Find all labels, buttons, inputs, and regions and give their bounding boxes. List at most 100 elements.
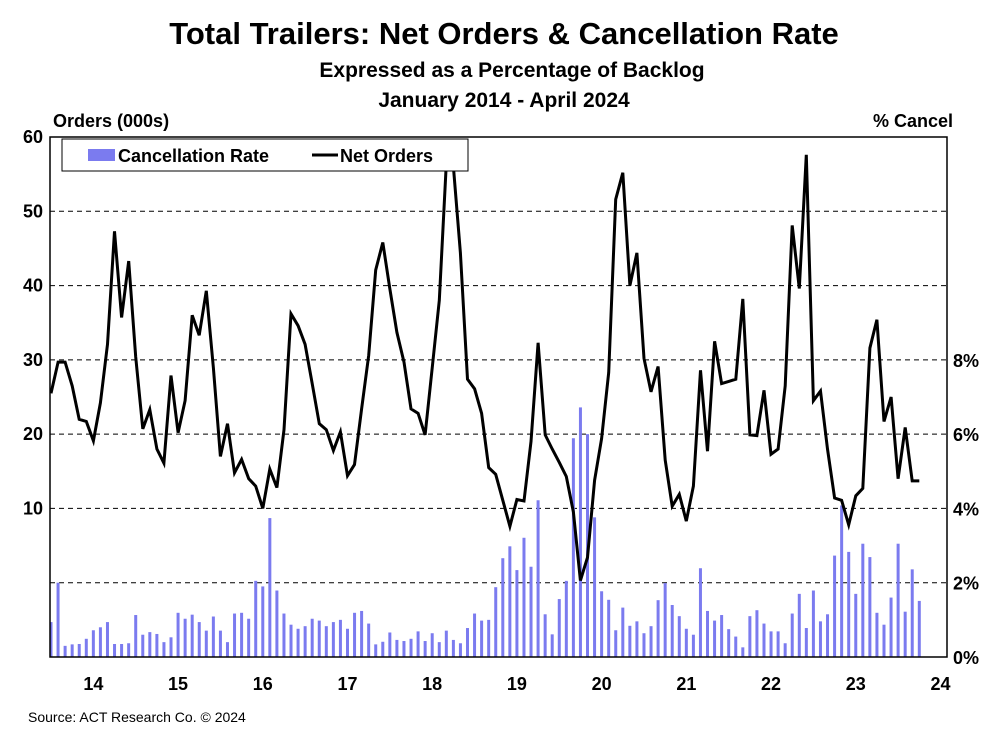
cancellation-rate-bar bbox=[847, 551, 851, 657]
cancellation-rate-bar bbox=[303, 626, 307, 657]
x-axis: 14 15 16 17 18 19 20 21 22 23 24 bbox=[83, 674, 950, 694]
cancellation-rate-bar bbox=[197, 622, 201, 657]
cancellation-rate-bar bbox=[444, 630, 448, 657]
x-tick-label: 17 bbox=[337, 674, 357, 694]
cancellation-rate-bar bbox=[324, 626, 328, 657]
chart-subtitle: Expressed as a Percentage of Backlog bbox=[319, 59, 704, 82]
cancellation-rate-bar bbox=[338, 619, 342, 657]
cancellation-rate-bar bbox=[233, 613, 237, 657]
cancellation-rate-bar bbox=[698, 568, 702, 657]
cancellation-rate-bar bbox=[211, 616, 215, 657]
cancellation-rate-bar bbox=[395, 639, 399, 657]
cancellation-rate-bar bbox=[261, 586, 265, 657]
cancellation-rate-bar bbox=[713, 620, 717, 657]
cancellation-rate-bar bbox=[155, 633, 159, 657]
x-tick-label: 19 bbox=[507, 674, 527, 694]
cancellation-rate-bar bbox=[296, 628, 300, 657]
cancellation-rate-bar bbox=[141, 634, 145, 657]
cancellation-rate-bar bbox=[360, 610, 364, 657]
right-axis: 0% 2% 4% 6% 8% bbox=[953, 351, 979, 668]
cancellation-rate-bar bbox=[437, 642, 441, 657]
cancellation-rate-bar bbox=[720, 615, 724, 657]
cancellation-rate-bar bbox=[381, 641, 385, 657]
cancellation-rate-bar bbox=[225, 642, 229, 657]
right-tick-label: 2% bbox=[953, 574, 979, 594]
cancellation-rate-bar bbox=[409, 638, 413, 657]
cancellation-rate-bar bbox=[388, 632, 392, 657]
x-tick-label: 22 bbox=[761, 674, 781, 694]
legend-label-cancellation-rate: Cancellation Rate bbox=[118, 146, 269, 166]
cancellation-rate-bar bbox=[811, 590, 815, 657]
plot-frame bbox=[49, 136, 948, 658]
cancellation-rate-bar bbox=[557, 599, 561, 657]
cancellation-rate-bar bbox=[49, 622, 53, 657]
x-tick-label: 16 bbox=[253, 674, 273, 694]
source-note: Source: ACT Research Co. © 2024 bbox=[28, 709, 246, 725]
legend-swatch-cancellation-rate bbox=[88, 149, 115, 161]
cancellation-rate-bar bbox=[677, 616, 681, 657]
cancellation-rate-bar bbox=[176, 612, 180, 657]
cancellation-rate-bar bbox=[628, 625, 632, 657]
cancellation-rate-bar bbox=[840, 505, 844, 657]
left-tick-label: 10 bbox=[23, 498, 43, 518]
cancellation-rate-bar bbox=[289, 624, 293, 657]
cancellation-rate-bar bbox=[487, 619, 491, 657]
cancellation-rate-bar bbox=[550, 634, 554, 657]
cancellation-rate-bar bbox=[748, 616, 752, 657]
cancellation-rate-bar bbox=[317, 620, 321, 657]
left-axis: 10 20 30 40 50 60 bbox=[23, 127, 43, 518]
chart-period: January 2014 - April 2024 bbox=[378, 89, 630, 112]
cancellation-rate-bar bbox=[875, 612, 879, 657]
chart-title: Total Trailers: Net Orders & Cancellatio… bbox=[169, 16, 839, 51]
cancellation-rate-bar bbox=[218, 630, 222, 657]
cancellation-rate-bar bbox=[91, 630, 95, 657]
cancellation-rate-bar bbox=[861, 543, 865, 657]
cancellation-rate-bar bbox=[734, 636, 738, 657]
cancellation-rate-bar bbox=[127, 643, 131, 657]
cancellation-rate-bar bbox=[684, 628, 688, 657]
cancellation-rate-bar bbox=[105, 622, 109, 657]
cancellation-rate-bar bbox=[480, 620, 484, 657]
cancellation-rate-bar bbox=[63, 645, 67, 657]
x-tick-label: 20 bbox=[592, 674, 612, 694]
cancellation-rate-bar bbox=[494, 587, 498, 657]
cancellation-rate-bar bbox=[642, 633, 646, 657]
cancellation-rate-bar bbox=[275, 590, 279, 657]
x-tick-label: 18 bbox=[422, 674, 442, 694]
cancellation-rate-bar bbox=[889, 597, 893, 657]
legend-label-net-orders: Net Orders bbox=[340, 146, 433, 166]
cancellation-rate-bar bbox=[310, 618, 314, 657]
cancellation-rate-bar bbox=[578, 407, 582, 657]
cancellation-rate-bar bbox=[663, 583, 667, 657]
left-axis-label: Orders (000s) bbox=[53, 111, 169, 131]
cancellation-rate-bar bbox=[882, 624, 886, 657]
left-tick-label: 60 bbox=[23, 127, 43, 147]
x-tick-label: 21 bbox=[676, 674, 696, 694]
cancellation-rate-bar bbox=[727, 629, 731, 657]
cancellation-rate-bar bbox=[529, 566, 533, 657]
cancellation-rate-bar bbox=[635, 621, 639, 657]
cancellation-rate-bar bbox=[183, 618, 187, 657]
cancellation-rate-bar bbox=[522, 537, 526, 657]
cancellation-rate-bar bbox=[790, 613, 794, 657]
cancellation-rate-bar bbox=[169, 637, 173, 657]
cancellation-rate-bar bbox=[804, 628, 808, 657]
cancellation-rate-bar bbox=[910, 569, 914, 657]
cancellation-rate-bar bbox=[98, 627, 102, 657]
cancellation-rate-bar bbox=[783, 643, 787, 657]
cancellation-rate-bar bbox=[755, 610, 759, 657]
cancellation-rate-bar bbox=[564, 580, 568, 657]
cancellation-rate-bar bbox=[204, 630, 208, 657]
cancellation-rate-bar bbox=[458, 643, 462, 657]
cancellation-rate-bar bbox=[282, 613, 286, 657]
cancellation-rate-bar bbox=[374, 644, 378, 657]
cancellation-rate-bar bbox=[543, 614, 547, 657]
cancellation-rate-bar bbox=[600, 591, 604, 657]
cancellation-rate-bar bbox=[854, 593, 858, 657]
cancellation-rate-bar bbox=[741, 647, 745, 657]
cancellation-rate-bar bbox=[473, 613, 477, 657]
cancellation-rate-bar bbox=[593, 517, 597, 657]
right-tick-label: 0% bbox=[953, 648, 979, 668]
net-orders-line bbox=[50, 154, 920, 581]
